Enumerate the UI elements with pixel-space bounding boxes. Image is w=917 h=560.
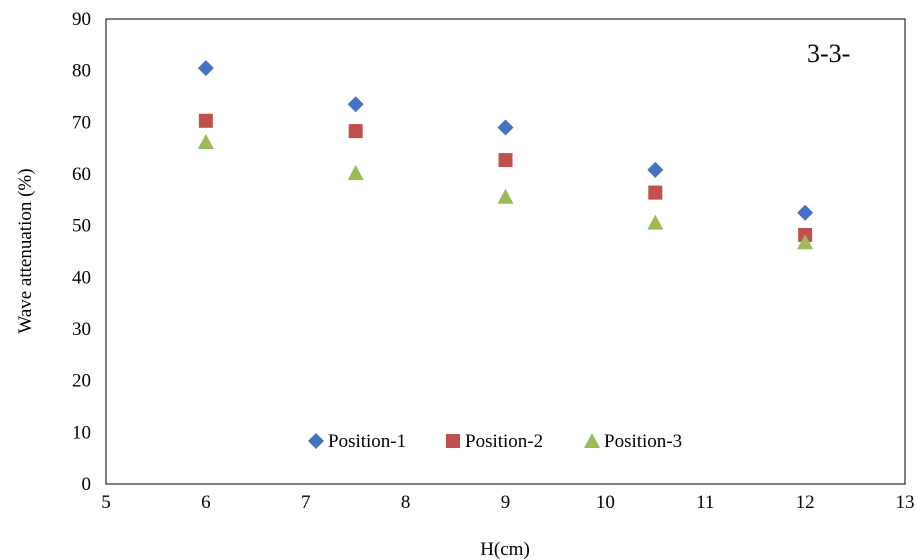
- data-point-position-1: [497, 119, 514, 136]
- x-tick-label: 8: [401, 492, 411, 513]
- data-point-position-3: [197, 133, 214, 149]
- y-tick-label: 60: [72, 164, 91, 185]
- x-tick-label: 7: [301, 492, 311, 513]
- y-tick-label: 40: [72, 267, 91, 288]
- x-tick-label: 5: [101, 492, 111, 513]
- data-point-position-1: [347, 96, 364, 113]
- legend-marker-diamond: [308, 433, 324, 449]
- y-tick-label: 10: [72, 422, 91, 443]
- legend-item: Position-1: [308, 431, 406, 452]
- legend: Position-1 Position-2 Position-3: [308, 431, 682, 452]
- x-tick-label: 13: [896, 492, 915, 513]
- y-tick-label: 90: [72, 9, 91, 30]
- data-point-position-3: [347, 164, 364, 180]
- data-point-position-2: [198, 113, 213, 128]
- data-point-position-1: [797, 204, 814, 221]
- x-axis-title: H(cm): [480, 539, 530, 560]
- data-point-position-2: [348, 124, 363, 139]
- y-tick-label: 0: [82, 474, 92, 495]
- legend-item: Position-3: [584, 431, 682, 452]
- data-point-position-3: [647, 214, 664, 230]
- y-tick-label: 50: [72, 216, 91, 237]
- legend-label: Position-2: [465, 431, 543, 452]
- plot-area: [105, 18, 906, 485]
- legend-marker-square: [446, 434, 460, 448]
- y-axis-title: Wave attenuation (%): [15, 168, 36, 333]
- legend-label: Position-3: [604, 431, 682, 452]
- y-tick-label: 80: [72, 61, 91, 82]
- data-point-position-3: [497, 188, 514, 204]
- x-tick-label: 10: [596, 492, 615, 513]
- y-tick-label: 30: [72, 319, 91, 340]
- x-tick-label: 9: [501, 492, 511, 513]
- legend-item: Position-2: [446, 431, 543, 452]
- y-tick-label: 20: [72, 371, 91, 392]
- x-axis-ticks: 5 6 7 8 9 10 11 12 13: [101, 492, 914, 513]
- legend-marker-triangle: [584, 433, 600, 448]
- data-markers: [197, 60, 814, 250]
- x-tick-label: 12: [796, 492, 815, 513]
- data-point-position-2: [648, 185, 663, 200]
- data-point-position-3: [797, 234, 814, 250]
- x-tick-label: 6: [201, 492, 211, 513]
- data-point-position-1: [197, 60, 214, 77]
- legend-label: Position-1: [328, 431, 406, 452]
- annotation-label: 3-3-: [807, 39, 850, 68]
- data-point-position-1: [647, 161, 664, 178]
- y-tick-label: 70: [72, 112, 91, 133]
- x-tick-label: 11: [696, 492, 714, 513]
- data-point-position-2: [498, 153, 513, 168]
- y-axis-ticks: 0 10 20 30 40 50 60 70 80 90: [72, 9, 91, 495]
